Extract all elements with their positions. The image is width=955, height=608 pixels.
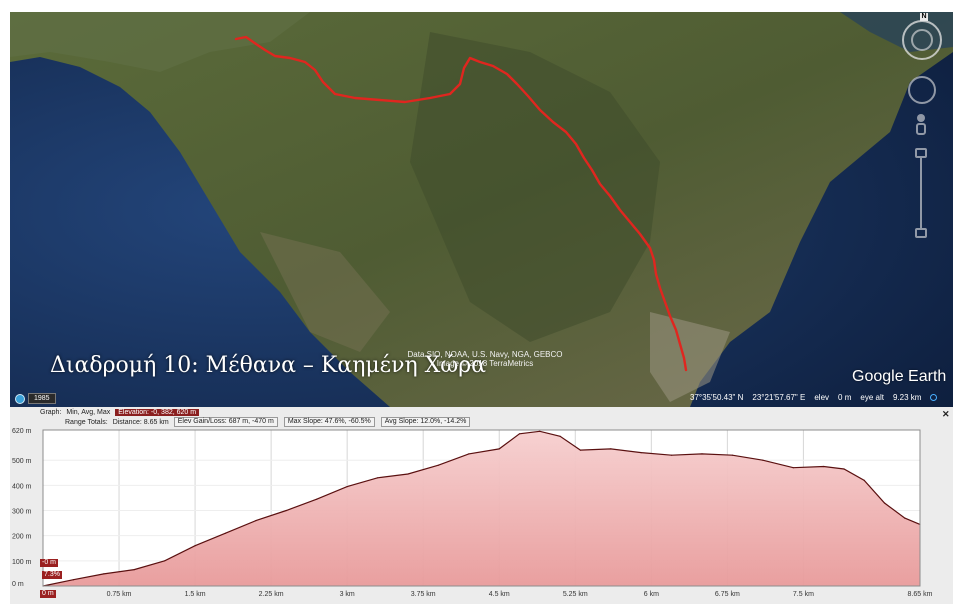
longitude-readout: 23°21'57.67" E <box>752 393 806 402</box>
y-tick-label: 100 m <box>12 559 32 566</box>
elevation-point <box>164 560 166 562</box>
elevation-point <box>823 465 825 468</box>
y-tick-label: 200 m <box>12 534 32 541</box>
elevation-point <box>539 430 541 432</box>
elevation-point <box>72 579 74 581</box>
status-bar: 37°35'50.43" N 23°21'57.67" E elev 0 m e… <box>690 393 938 402</box>
elevation-point <box>194 545 196 547</box>
range-totals-label: Range Totals: <box>65 418 108 426</box>
streaming-indicator-icon <box>930 394 938 401</box>
zoom-track[interactable] <box>920 158 922 228</box>
close-icon[interactable]: ✕ <box>942 409 950 419</box>
elevation-point <box>640 452 642 454</box>
elev-label: elev <box>814 393 830 402</box>
x-tick-label: 3.75 km <box>411 591 436 598</box>
cursor-distance-marker: 0 m <box>40 590 56 598</box>
x-tick-label: 5.25 km <box>563 591 588 598</box>
elevation-chart[interactable]: 0 m 0.75 km 1.5 km 2.25 km 3 km 3.75 km 4.5 km… <box>10 427 953 604</box>
x-tick-label: 0.75 km <box>107 591 132 598</box>
google-earth-logo: Google Earth <box>852 368 947 385</box>
route-caption: Διαδρομή 10: Μέθανα – Καημένη Χώρα <box>50 353 487 378</box>
historical-imagery-control[interactable]: 1985 <box>15 393 56 404</box>
elevation-stat[interactable]: Elevation: -0, 382, 620 m <box>115 408 200 416</box>
y-tick-label: 620 m <box>12 428 32 435</box>
elev-gain-loss-stat: Elev Gain/Loss: 687 m, -470 m <box>173 417 278 427</box>
elevation-point <box>377 477 379 479</box>
route-path <box>234 35 688 372</box>
elevation-point <box>792 467 794 469</box>
x-tick-label: 1.5 km <box>185 591 206 598</box>
elevation-point <box>904 517 906 519</box>
cursor-elevation-marker: -0 m <box>40 559 58 567</box>
elevation-area <box>43 431 920 586</box>
look-joystick-icon[interactable] <box>908 76 936 104</box>
historical-year[interactable]: 1985 <box>28 393 56 404</box>
attribution-line-2: Image © 2018 TerraMetrics <box>436 359 534 368</box>
x-tick-label: 7.5 km <box>793 591 814 598</box>
elevation-point <box>498 448 500 450</box>
x-tick-label: 2.25 km <box>259 591 284 598</box>
north-button[interactable]: N <box>920 13 928 21</box>
max-slope-stat: Max Slope: 47.6%, -60.5% <box>283 417 375 427</box>
latitude-readout: 37°35'50.43" N <box>690 393 744 402</box>
y-tick-label: 300 m <box>12 509 32 516</box>
street-view-pegman-icon[interactable] <box>914 114 928 136</box>
compass-ring-icon[interactable]: N <box>902 13 942 60</box>
cursor-slope-marker: 7.3% <box>42 571 62 579</box>
elevation-point <box>316 498 318 500</box>
attribution-line-1: Data SIO, NOAA, U.S. Navy, NGA, GEBCO <box>407 350 563 359</box>
x-tick-label: 3 km <box>340 591 355 598</box>
x-tick-label: 6 km <box>644 591 659 598</box>
elevation-point <box>285 509 287 512</box>
elevation-point <box>468 453 470 455</box>
elevation-point <box>559 435 561 437</box>
elevation-point <box>610 448 612 450</box>
elevation-point <box>863 479 865 481</box>
elevation-point <box>255 520 257 522</box>
elevation-point <box>103 573 105 575</box>
elevation-point <box>579 449 582 451</box>
elevation-point <box>518 433 521 435</box>
elevation-point <box>133 569 135 571</box>
elevation-point <box>883 502 886 504</box>
y-tick-label: 400 m <box>12 483 32 490</box>
elevation-point <box>346 486 348 488</box>
elevation-point <box>731 454 734 456</box>
elevation-point <box>701 453 703 455</box>
elev-readout: 0 m <box>838 393 852 402</box>
elevation-point <box>671 454 673 456</box>
eye-alt-readout: 9.23 km <box>892 393 922 402</box>
zoom-in-icon[interactable] <box>915 148 927 158</box>
x-tick-label: 8.65 km <box>908 591 933 598</box>
clock-icon[interactable] <box>15 393 25 404</box>
elevation-profile-panel[interactable]: Graph: Min, Avg, Max Elevation: -0, 382,… <box>10 407 953 604</box>
zoom-slider[interactable] <box>915 148 927 238</box>
plot-border <box>42 429 921 587</box>
distance-stat: Distance: 8.65 km <box>112 418 169 426</box>
y-tick-label: 500 m <box>12 458 32 465</box>
elevation-point <box>407 473 409 475</box>
screenshot-frame: Διαδρομή 10: Μέθανα – Καημένη Χώρα Data … <box>10 12 953 604</box>
map-imagery[interactable] <box>10 12 953 407</box>
map-attribution: Data SIO, NOAA, U.S. Navy, NGA, GEBCO Im… <box>400 350 570 368</box>
graph-label: Graph: <box>40 408 62 416</box>
navigation-controls[interactable]: N <box>900 13 946 248</box>
elevation-point <box>843 468 845 470</box>
graph-mode-min-avg-max[interactable]: Min, Avg, Max <box>66 408 111 416</box>
y-tick-label: 0 m <box>12 581 24 588</box>
avg-slope-stat: Avg Slope: 12.0%, -14.2% <box>380 417 471 427</box>
zoom-out-icon[interactable] <box>915 228 927 238</box>
x-tick-label: 4.5 km <box>489 591 510 598</box>
elevation-point <box>224 532 227 534</box>
elevation-point <box>762 459 764 461</box>
satellite-map[interactable]: Διαδρομή 10: Μέθανα – Καημένη Χώρα Data … <box>10 12 953 407</box>
elevation-point <box>437 464 439 466</box>
eye-alt-label: eye alt <box>860 393 884 402</box>
x-tick-label: 6.75 km <box>715 591 740 598</box>
profile-header: Graph: Min, Avg, Max Elevation: -0, 382,… <box>10 407 953 427</box>
